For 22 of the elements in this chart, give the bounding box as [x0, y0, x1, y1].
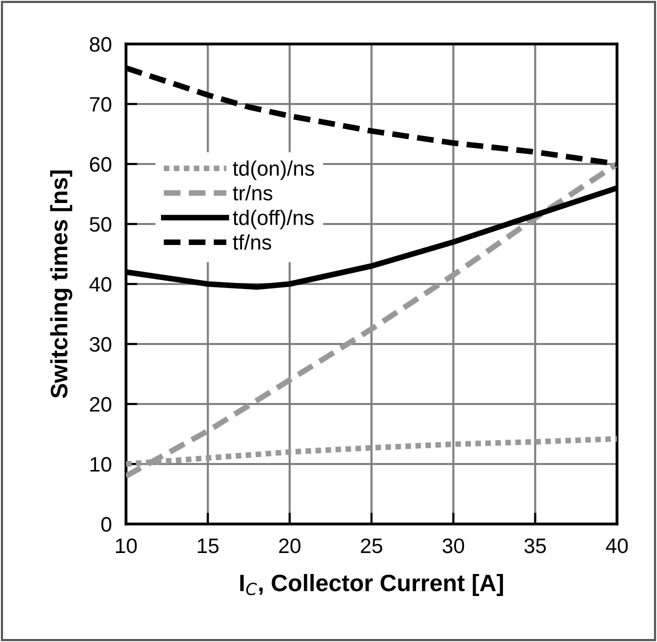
x-tick-label: 25 [360, 538, 382, 554]
x-tick-label: 20 [279, 538, 300, 554]
y-tick-label: 80 [90, 37, 112, 52]
y-tick-label: 10 [90, 457, 112, 472]
x-tick-label: 30 [442, 538, 464, 554]
x-tick-label: 15 [198, 538, 219, 554]
legend-label: td(on)/ns [232, 160, 314, 180]
x-tick-label: 10 [116, 538, 137, 554]
x-tick-label: 40 [606, 538, 628, 554]
x-tick-label: 35 [524, 538, 546, 554]
legend-label: tf/ns [232, 234, 272, 250]
x-axis-title: I$_{C}$, Collector Current [A] [240, 574, 503, 596]
y-tick-label: 60 [90, 157, 112, 172]
y-tick-label: 0 [101, 517, 112, 532]
y-tick-label: 50 [90, 217, 112, 232]
y-axis-title: Switching times [ns] [50, 170, 72, 398]
y-tick-label: 40 [89, 277, 112, 292]
y-tick-label: 30 [90, 337, 112, 352]
y-tick-label: 70 [90, 97, 112, 112]
y-tick-label: 20 [90, 397, 112, 412]
legend-label: tr/ns [232, 185, 272, 200]
legend-label: td(off)/ns [232, 210, 314, 230]
